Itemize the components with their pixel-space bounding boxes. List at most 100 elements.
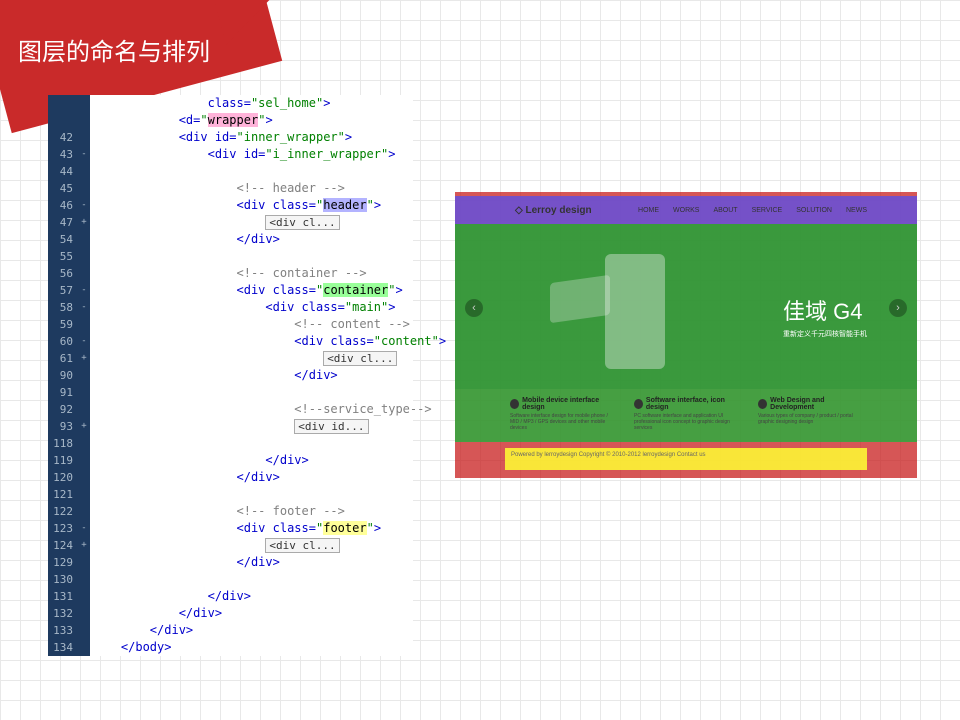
code-line: 42 <div id="inner_wrapper"> — [48, 129, 413, 146]
service-icon — [634, 399, 643, 409]
code-content: </div> — [90, 622, 413, 639]
line-number: 42 — [48, 129, 78, 146]
code-line: 133 </div> — [48, 622, 413, 639]
code-line: 57- <div class="container"> — [48, 282, 413, 299]
code-content: </div> — [90, 367, 413, 384]
service-icon — [758, 399, 767, 409]
line-number: 119 — [48, 452, 78, 469]
code-line: 47+ <div cl... — [48, 214, 413, 231]
code-content: <div class="content"> — [90, 333, 446, 350]
code-content: <!-- container --> — [90, 265, 413, 282]
code-content — [90, 384, 413, 401]
fold-icon[interactable]: - — [78, 197, 90, 214]
code-line: 93+ <div id... — [48, 418, 413, 435]
code-content: </div> — [90, 554, 413, 571]
code-content — [90, 435, 413, 452]
code-editor: class="sel_home"> <d="wrapper">42 <div i… — [48, 95, 413, 656]
line-number: 121 — [48, 486, 78, 503]
line-number: 55 — [48, 248, 78, 265]
code-content: </div> — [90, 588, 413, 605]
service-item: Web Design and Development Various types… — [758, 397, 862, 429]
fold-icon[interactable]: + — [78, 350, 90, 367]
code-content: <!-- footer --> — [90, 503, 413, 520]
code-content: <div class="header"> — [90, 197, 413, 214]
fold-icon — [78, 248, 90, 265]
line-number: 54 — [48, 231, 78, 248]
fold-icon[interactable]: + — [78, 537, 90, 554]
code-content: </div> — [90, 452, 413, 469]
preview-wrapper-overlay: ◇ Lerroy design HOME WORKS ABOUT SERVICE… — [455, 192, 917, 478]
line-number: 120 — [48, 469, 78, 486]
code-line: 134 </body> — [48, 639, 413, 656]
code-line: 59 <!-- content --> — [48, 316, 413, 333]
fold-icon — [78, 401, 90, 418]
phone-image — [605, 254, 665, 369]
nav-item: ABOUT — [713, 207, 737, 214]
code-content: </div> — [90, 605, 413, 622]
code-line: 132 </div> — [48, 605, 413, 622]
line-number: 134 — [48, 639, 78, 656]
line-number: 118 — [48, 435, 78, 452]
code-line: 129 </div> — [48, 554, 413, 571]
page-title: 图层的命名与排列 — [18, 32, 210, 67]
line-number: 129 — [48, 554, 78, 571]
fold-icon[interactable]: - — [78, 299, 90, 316]
code-line: 92 <!--service_type--> — [48, 401, 413, 418]
fold-icon — [78, 605, 90, 622]
code-content — [90, 571, 413, 588]
hero-title: 佳域 G4 — [783, 294, 867, 326]
fold-icon — [78, 469, 90, 486]
fold-icon — [78, 316, 90, 333]
code-line: 61+ <div cl... — [48, 350, 413, 367]
code-line: <d="wrapper"> — [48, 112, 413, 129]
code-content: <!--service_type--> — [90, 401, 432, 418]
code-content: <div class="container"> — [90, 282, 413, 299]
fold-icon — [78, 384, 90, 401]
fold-icon[interactable]: - — [78, 146, 90, 163]
hero-text: 佳域 G4 重新定义千元四核智能手机 — [783, 294, 867, 339]
fold-icon — [78, 435, 90, 452]
preview-header-overlay: ◇ Lerroy design HOME WORKS ABOUT SERVICE… — [455, 196, 917, 224]
code-content: class="sel_home"> — [90, 95, 413, 112]
line-number: 130 — [48, 571, 78, 588]
line-number: 43 — [48, 146, 78, 163]
fold-icon — [78, 452, 90, 469]
preview-container-overlay: ‹ › 佳域 G4 重新定义千元四核智能手机 Mobile device int… — [455, 224, 917, 442]
code-content — [90, 486, 413, 503]
code-content — [90, 163, 413, 180]
fold-icon[interactable]: - — [78, 282, 90, 299]
line-number: 122 — [48, 503, 78, 520]
code-content: </div> — [90, 231, 413, 248]
code-line: 55 — [48, 248, 413, 265]
code-line: 122 <!-- footer --> — [48, 503, 413, 520]
code-content: </body> — [90, 639, 413, 656]
service-item: Software interface, icon design PC softw… — [634, 397, 738, 429]
fold-icon — [78, 503, 90, 520]
service-item: Mobile device interface design Software … — [510, 397, 614, 429]
fold-icon — [78, 622, 90, 639]
code-content: </div> — [90, 469, 413, 486]
carousel-prev-icon: ‹ — [465, 299, 483, 317]
fold-icon[interactable]: - — [78, 333, 90, 350]
fold-icon[interactable]: + — [78, 214, 90, 231]
code-line: 43- <div id="i_inner_wrapper"> — [48, 146, 413, 163]
code-content: <div class="footer"> — [90, 520, 413, 537]
code-content: <div class="main"> — [90, 299, 413, 316]
preview-nav: HOME WORKS ABOUT SERVICE SOLUTION NEWS — [638, 207, 867, 214]
carousel-next-icon: › — [889, 299, 907, 317]
line-number: 44 — [48, 163, 78, 180]
line-number: 92 — [48, 401, 78, 418]
fold-icon[interactable]: + — [78, 418, 90, 435]
code-line: 44 — [48, 163, 413, 180]
code-line: 58- <div class="main"> — [48, 299, 413, 316]
service-icon — [510, 399, 519, 409]
fold-icon[interactable]: - — [78, 520, 90, 537]
code-content: <!-- header --> — [90, 180, 413, 197]
nav-item: HOME — [638, 207, 659, 214]
website-preview: ◇ Lerroy design HOME WORKS ABOUT SERVICE… — [455, 192, 917, 478]
fold-icon — [78, 129, 90, 146]
code-content: <div id="inner_wrapper"> — [90, 129, 413, 146]
code-line: 118 — [48, 435, 413, 452]
nav-item: NEWS — [846, 207, 867, 214]
fold-icon — [78, 231, 90, 248]
